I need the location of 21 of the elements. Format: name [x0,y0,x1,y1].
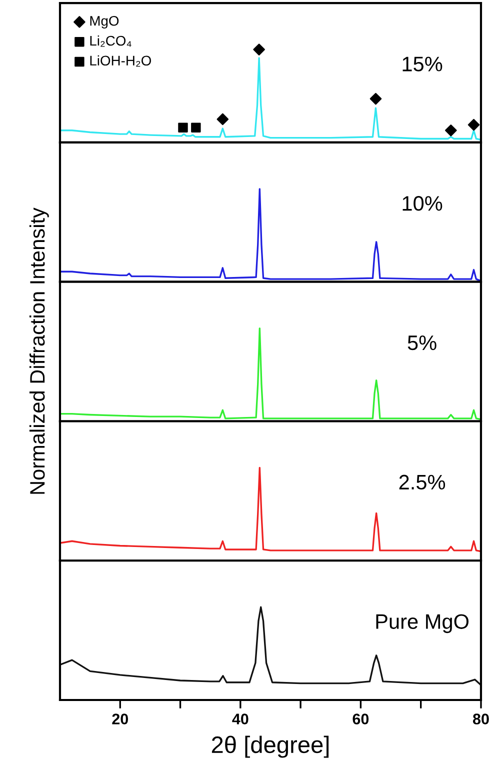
legend-label: MgO [90,16,119,29]
point [445,124,457,136]
x-tick-label: 80 [472,714,489,724]
point [216,113,229,126]
x-tick-label: 40 [232,714,248,724]
annotation: 15% [402,56,442,72]
x-tick-label: 20 [112,714,128,724]
annotation: 10% [402,196,442,211]
annotation: 2.5% [399,474,446,490]
annotation: Pure MgO [376,614,469,634]
point [370,92,382,105]
point [191,122,201,132]
annotation: 5% [408,336,436,350]
point [468,118,480,131]
legend-label: Li₂CO₄ [90,35,132,47]
y-axis-title: Normalized Diffraction Intensity [29,208,49,494]
point [253,44,265,56]
x-tick-label: 60 [352,714,369,724]
point [178,122,188,132]
legend-label: LiOH-H₂O [90,55,151,67]
x-axis-title: 2θ [degree] [212,736,329,758]
